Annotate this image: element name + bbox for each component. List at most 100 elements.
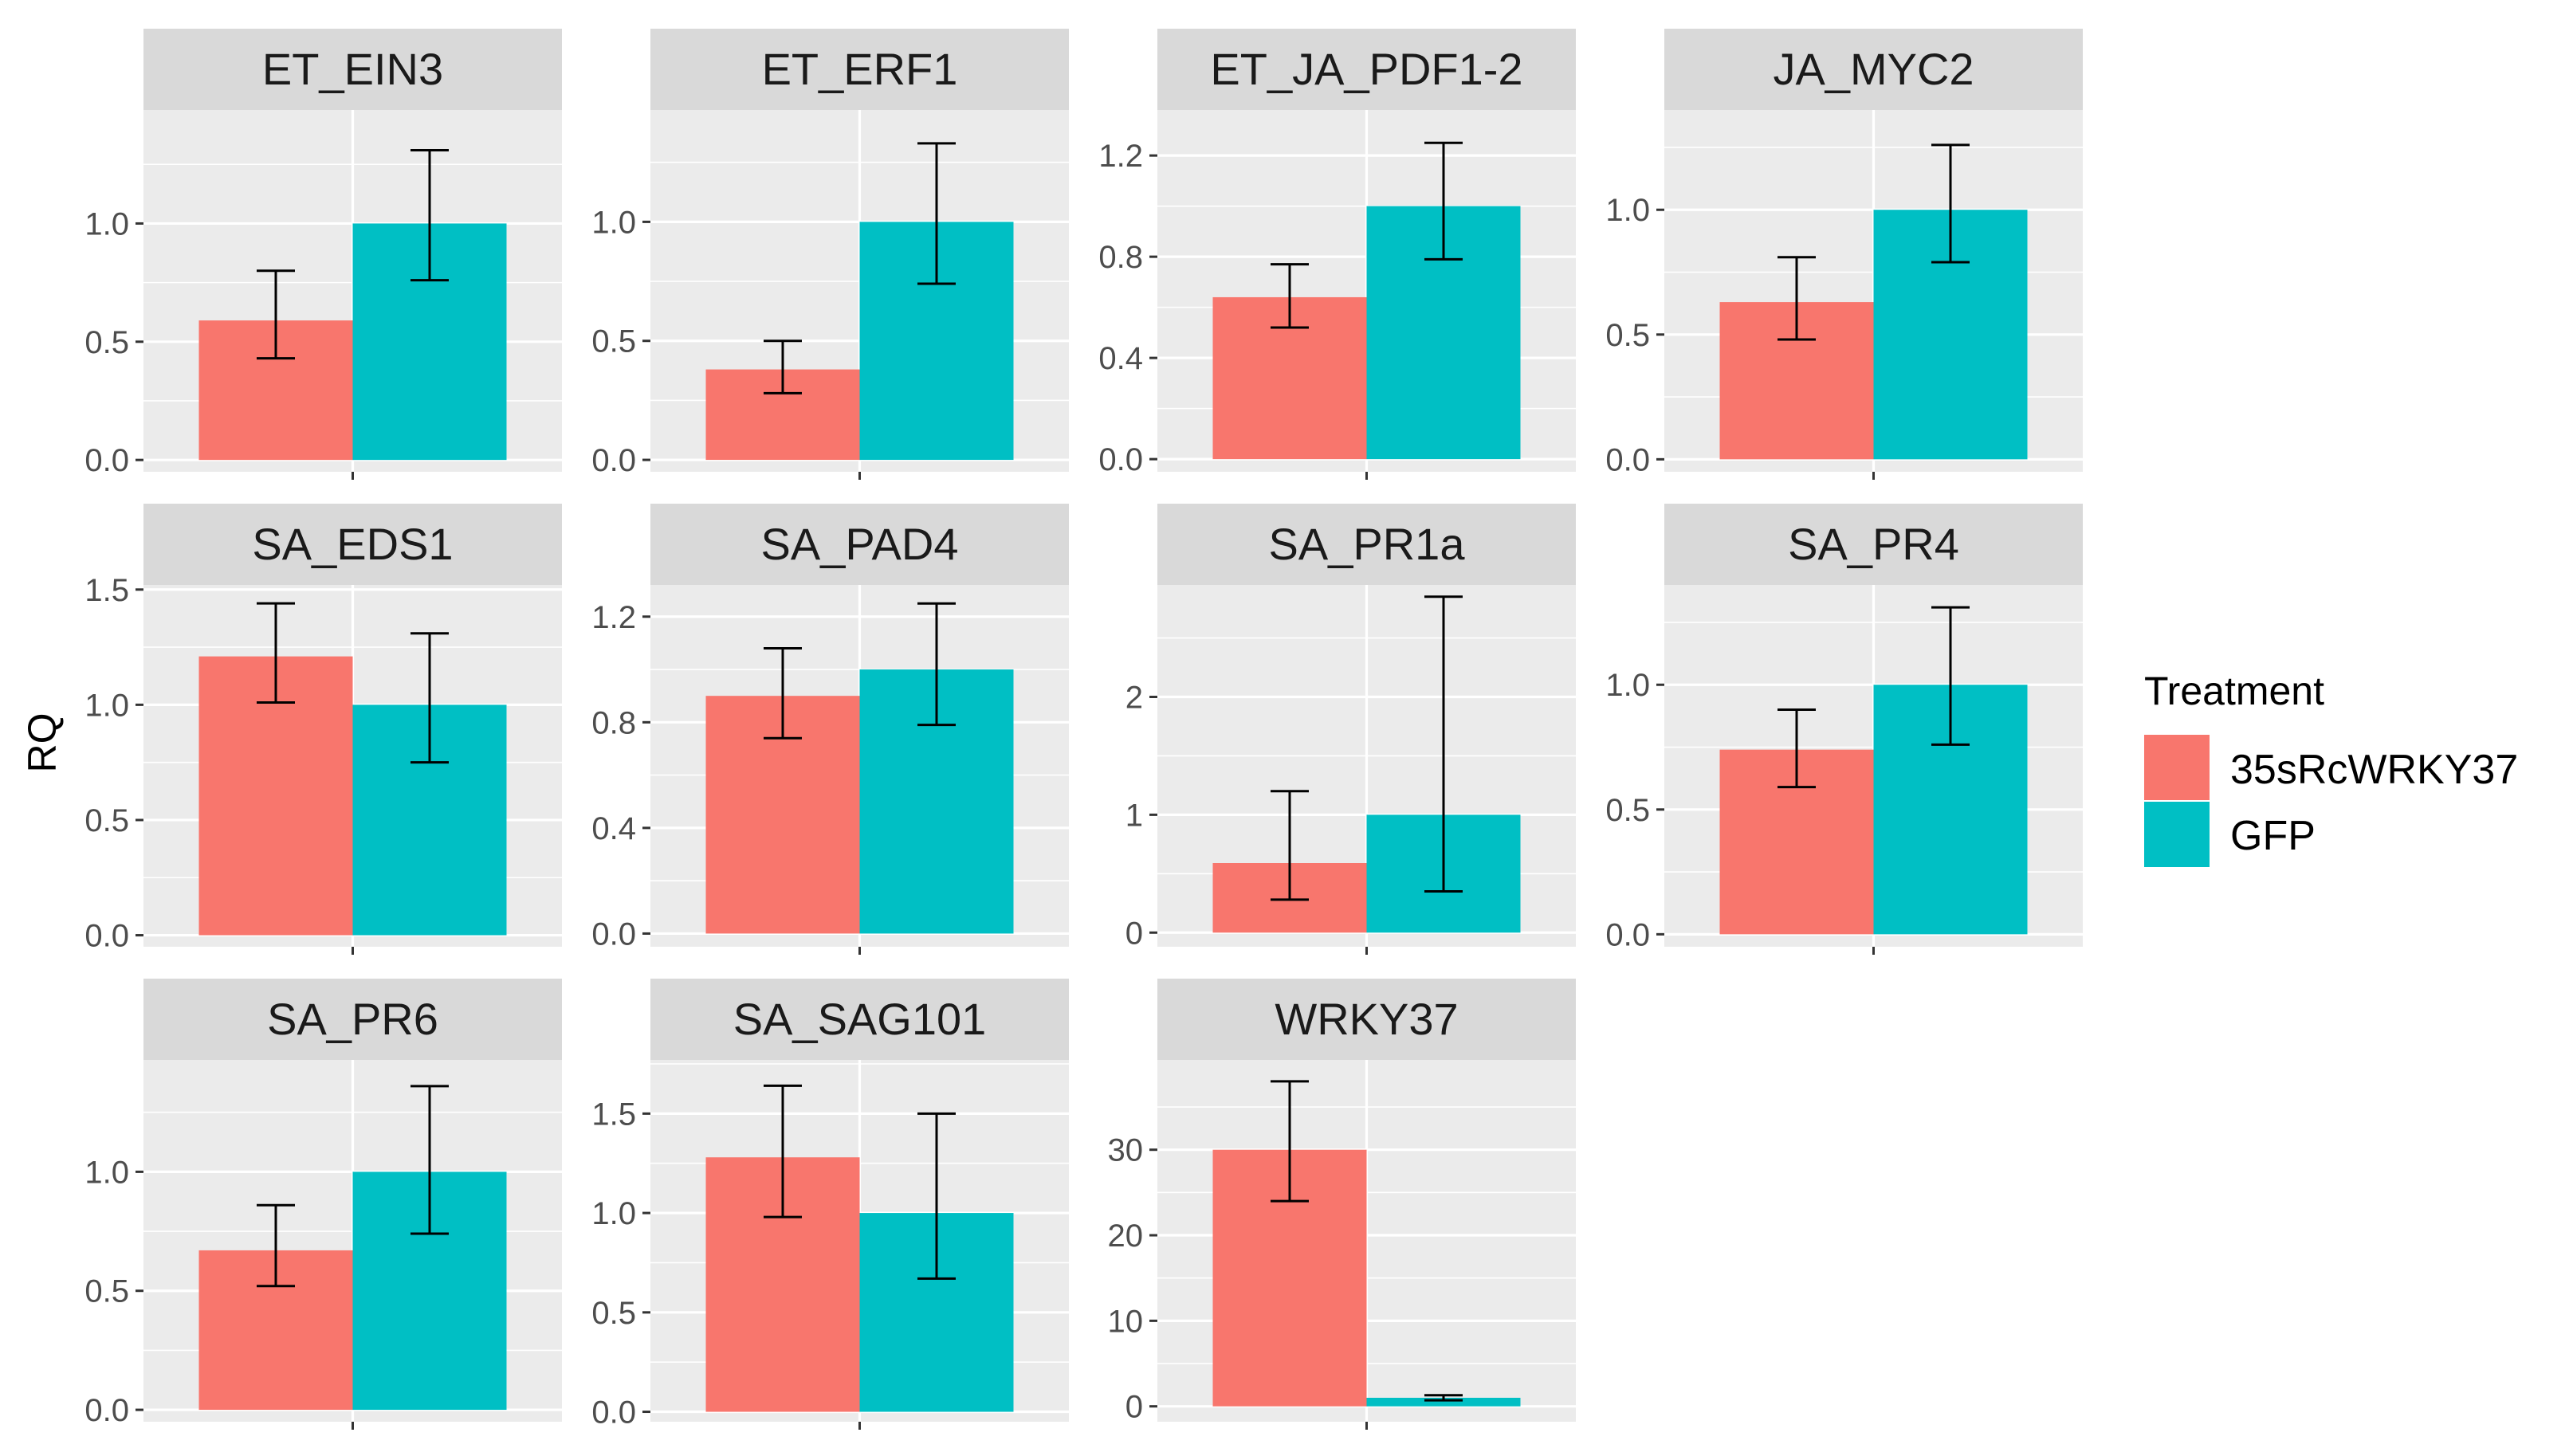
strip-title-sa-eds1: SA_EDS1 bbox=[252, 519, 453, 569]
strip-title-et-erf1: ET_ERF1 bbox=[762, 44, 958, 94]
panel-sa-pad4: SA_PAD4 0.0 0.4 0.8 1.2 bbox=[591, 504, 1069, 955]
y-tick-label: 1.2 bbox=[591, 600, 636, 635]
strip-title-ja-myc2: JA_MYC2 bbox=[1773, 44, 1974, 94]
legend-key-gfp bbox=[2144, 802, 2210, 867]
error-bar-et-ein3-35srcwrky37 bbox=[257, 269, 295, 360]
y-tick-label: 1.0 bbox=[84, 206, 129, 241]
strip-title-sa-pr4: SA_PR4 bbox=[1788, 519, 1959, 569]
panel-sa-eds1: SA_EDS1 0.0 0.5 1.0 1.5 bbox=[84, 504, 562, 955]
error-bar-sa-pr1a-gfp bbox=[1424, 595, 1463, 893]
y-tick-label: 0.0 bbox=[591, 443, 636, 478]
y-tick-label: 0.5 bbox=[1605, 318, 1650, 353]
strip-title-et-ein3: ET_EIN3 bbox=[262, 44, 443, 94]
legend-title: Treatment bbox=[2144, 669, 2324, 713]
strip-sa-pr1a bbox=[1157, 504, 1576, 585]
error-bar-sa-pr1a-35srcwrky37 bbox=[1271, 790, 1309, 901]
error-bar-et-ein3-gfp bbox=[411, 148, 449, 282]
y-tick-label: 0.5 bbox=[84, 803, 129, 838]
error-bar-sa-pr6-35srcwrky37 bbox=[257, 1203, 295, 1288]
strip-sa-pr6 bbox=[143, 979, 562, 1060]
y-tick-label: 0.8 bbox=[591, 705, 636, 740]
y-tick-label: 0.4 bbox=[1098, 341, 1143, 376]
y-tick-label: 20 bbox=[1108, 1219, 1144, 1254]
y-tick-label: 2 bbox=[1125, 680, 1143, 715]
strip-ja-myc2 bbox=[1664, 29, 2083, 110]
panel-et-ein3: ET_EIN3 0.0 0.5 1.0 bbox=[84, 29, 562, 480]
y-tick-label: 0.4 bbox=[591, 811, 636, 846]
strip-title-sa-sag101: SA_SAG101 bbox=[733, 994, 987, 1044]
error-bar-sa-pr4-35srcwrky37 bbox=[1778, 708, 1816, 789]
chart-panels: ET_EIN3 0.0 0.5 1.0 ET_ERF1 0.0 0.5 1.0 ET_JA_PD… bbox=[84, 29, 2083, 1430]
strip-title-sa-pad4: SA_PAD4 bbox=[761, 519, 959, 569]
y-tick-label: 1 bbox=[1125, 798, 1143, 833]
panel-wrky37: WRKY37 0 10 20 30 bbox=[1108, 979, 1576, 1430]
y-tick-label: 0.0 bbox=[1605, 442, 1650, 477]
y-tick-label: 0.0 bbox=[591, 1395, 636, 1430]
strip-wrky37 bbox=[1157, 979, 1576, 1060]
y-tick-label: 0.0 bbox=[1098, 442, 1143, 477]
panel-sa-pr4: SA_PR4 0.0 0.5 1.0 bbox=[1605, 504, 2083, 955]
y-tick-label: 0.5 bbox=[84, 325, 129, 360]
error-bar-sa-pr4-gfp bbox=[1931, 606, 1970, 746]
strip-title-sa-pr1a: SA_PR1a bbox=[1269, 519, 1466, 569]
error-bar-sa-pr6-gfp bbox=[411, 1085, 449, 1235]
panel-sa-pr6: SA_PR6 0.0 0.5 1.0 bbox=[84, 979, 562, 1430]
error-bar-sa-pad4-gfp bbox=[917, 602, 956, 727]
error-bar-ja-myc2-35srcwrky37 bbox=[1778, 256, 1816, 341]
error-bar-et-erf1-gfp bbox=[917, 142, 956, 285]
y-tick-label: 1.0 bbox=[1605, 668, 1650, 703]
y-tick-label: 0.8 bbox=[1098, 240, 1143, 275]
panel-ja-myc2: JA_MYC2 0.0 0.5 1.0 bbox=[1605, 29, 2083, 480]
strip-sa-eds1 bbox=[143, 504, 562, 585]
strip-title-sa-pr6: SA_PR6 bbox=[267, 994, 438, 1044]
error-bar-sa-sag101-35srcwrky37 bbox=[764, 1084, 802, 1219]
y-tick-label: 30 bbox=[1108, 1133, 1144, 1168]
strip-title-wrky37: WRKY37 bbox=[1275, 994, 1458, 1044]
y-tick-label: 1.0 bbox=[591, 1196, 636, 1231]
panel-et-erf1: ET_ERF1 0.0 0.5 1.0 bbox=[591, 29, 1069, 480]
y-tick-label: 1.0 bbox=[84, 1155, 129, 1190]
y-tick-label: 1.0 bbox=[1605, 193, 1650, 228]
panel-sa-sag101: SA_SAG101 0.0 0.5 1.0 1.5 bbox=[591, 979, 1069, 1430]
strip-et-ein3 bbox=[143, 29, 562, 110]
error-bar-sa-eds1-35srcwrky37 bbox=[257, 602, 295, 704]
error-bar-et-erf1-35srcwrky37 bbox=[764, 339, 802, 394]
y-tick-label: 1.5 bbox=[84, 573, 129, 608]
y-tick-label: 0.5 bbox=[591, 324, 636, 359]
legend-label-35srcwrky37: 35sRcWRKY37 bbox=[2230, 747, 2518, 793]
error-bar-sa-pad4-35srcwrky37 bbox=[764, 647, 802, 740]
bar-wrky37-gfp bbox=[1366, 1397, 1521, 1407]
strip-sa-pr4 bbox=[1664, 504, 2083, 585]
strip-et-ja-pdf1-2 bbox=[1157, 29, 1576, 110]
y-tick-label: 0.0 bbox=[1605, 917, 1650, 952]
error-bar-wrky37-gfp bbox=[1424, 1394, 1463, 1402]
y-tick-label: 1.5 bbox=[591, 1097, 636, 1132]
y-tick-label: 1.2 bbox=[1098, 139, 1143, 174]
strip-sa-sag101 bbox=[650, 979, 1069, 1060]
y-tick-label: 0.5 bbox=[591, 1296, 636, 1331]
y-tick-label: 0.0 bbox=[84, 1393, 129, 1428]
y-tick-label: 0 bbox=[1125, 916, 1143, 951]
legend-label-gfp: GFP bbox=[2230, 813, 2316, 859]
error-bar-et-ja-pdf1-2-35srcwrky37 bbox=[1271, 263, 1309, 329]
y-tick-label: 1.0 bbox=[591, 205, 636, 240]
strip-title-et-ja-pdf1-2: ET_JA_PDF1-2 bbox=[1210, 44, 1522, 94]
panel-sa-pr1a: SA_PR1a 0 1 2 bbox=[1125, 504, 1576, 955]
y-tick-label: 0.5 bbox=[84, 1274, 129, 1309]
y-tick-label: 0.0 bbox=[84, 443, 129, 478]
error-bar-sa-sag101-gfp bbox=[917, 1112, 956, 1280]
legend: Treatment 35sRcWRKY37 GFP bbox=[2144, 669, 2518, 867]
y-tick-label: 10 bbox=[1108, 1304, 1144, 1339]
strip-sa-pad4 bbox=[650, 504, 1069, 585]
legend-key-35srcwrky37 bbox=[2144, 735, 2210, 800]
strip-et-erf1 bbox=[650, 29, 1069, 110]
panel-et-ja-pdf1-2: ET_JA_PDF1-2 0.0 0.4 0.8 1.2 bbox=[1098, 29, 1576, 480]
error-bar-et-ja-pdf1-2-gfp bbox=[1424, 141, 1463, 261]
y-axis-title: RQ bbox=[20, 713, 65, 773]
y-tick-label: 0 bbox=[1125, 1390, 1143, 1425]
error-bar-wrky37-35srcwrky37 bbox=[1271, 1080, 1309, 1203]
error-bar-ja-myc2-gfp bbox=[1931, 143, 1970, 264]
y-tick-label: 0.5 bbox=[1605, 793, 1650, 828]
error-bar-sa-eds1-gfp bbox=[411, 632, 449, 764]
